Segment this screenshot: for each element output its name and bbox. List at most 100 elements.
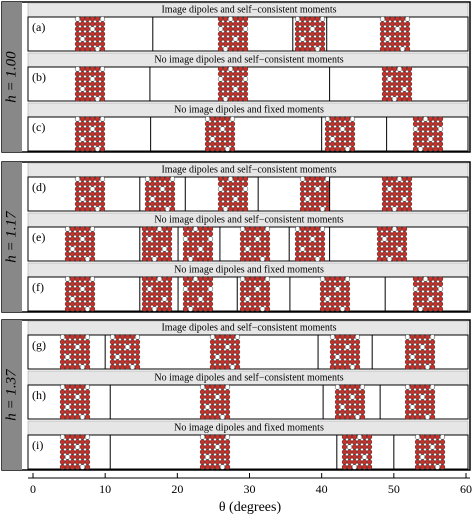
panel-header-text: No image dipoles and fixed moments (174, 264, 324, 275)
particle (239, 306, 246, 312)
particle (309, 226, 316, 232)
particle (264, 306, 271, 312)
particle (217, 46, 224, 52)
particle (344, 389, 351, 395)
particle (202, 291, 209, 297)
particle (424, 399, 431, 405)
particle (59, 409, 66, 415)
particle (412, 276, 419, 282)
particle (94, 16, 101, 22)
particle (414, 449, 421, 455)
particle (349, 364, 356, 370)
particle (412, 116, 419, 122)
particle (381, 251, 388, 257)
particle (234, 349, 241, 355)
particle (74, 444, 81, 450)
particle (391, 241, 398, 247)
particle (361, 439, 368, 445)
particle (224, 344, 231, 350)
particle (401, 251, 408, 257)
particle (74, 191, 81, 197)
cluster (74, 176, 106, 212)
particle (79, 464, 86, 470)
particle (437, 141, 444, 147)
particle (69, 389, 76, 395)
particle (89, 21, 96, 27)
particle (69, 454, 76, 460)
particle (414, 404, 421, 410)
particle (379, 46, 386, 52)
particle (376, 246, 383, 252)
particle (396, 86, 403, 92)
particle (294, 46, 301, 52)
particle (156, 241, 163, 247)
particle (169, 186, 176, 192)
particle (334, 364, 341, 370)
particle (424, 389, 431, 395)
particle (227, 96, 234, 102)
particle (319, 281, 326, 287)
particle (239, 281, 246, 287)
particle (361, 444, 368, 450)
particle (94, 121, 101, 127)
particle (64, 281, 71, 287)
particle (417, 136, 424, 142)
particle (109, 364, 116, 370)
particle (309, 236, 316, 242)
particle (209, 126, 216, 132)
particle (166, 276, 173, 282)
particle (74, 231, 81, 237)
particle (432, 276, 439, 282)
particle (309, 206, 316, 212)
particle (166, 251, 173, 257)
particle (74, 464, 81, 470)
particle (349, 126, 356, 132)
particle (149, 196, 156, 202)
particle (396, 236, 403, 242)
particle (414, 439, 421, 445)
particle (69, 236, 76, 242)
particle (199, 389, 206, 395)
particle (217, 76, 224, 82)
particle (99, 41, 106, 47)
particle (134, 344, 141, 350)
particle (224, 394, 231, 400)
particle (249, 231, 256, 237)
particle (69, 359, 76, 365)
particle (422, 126, 429, 132)
panel-header-text: Image dipoles and self−consistent moment… (161, 164, 336, 175)
particle (319, 226, 326, 232)
particle (84, 26, 91, 32)
particle (79, 399, 86, 405)
particle (339, 276, 346, 282)
particle (294, 246, 301, 252)
particle (192, 276, 199, 282)
cluster (294, 16, 326, 52)
particle (319, 186, 326, 192)
particle (99, 36, 106, 42)
particle (214, 364, 221, 370)
particle (79, 181, 86, 187)
particle (354, 394, 361, 400)
particle (344, 354, 351, 360)
particle (356, 434, 363, 440)
particle (334, 146, 341, 152)
particle (242, 16, 249, 22)
particle (204, 121, 211, 127)
particle (401, 76, 408, 82)
particle (229, 136, 236, 142)
particle (89, 206, 96, 212)
particle (324, 121, 331, 127)
particle (324, 286, 331, 292)
particle (344, 384, 351, 390)
particle (69, 404, 76, 410)
particle (214, 444, 221, 450)
particle (229, 121, 236, 127)
particle (59, 334, 66, 340)
particle (437, 136, 444, 142)
particle (341, 464, 348, 470)
particle (227, 16, 234, 22)
particle (129, 354, 136, 360)
particle (232, 46, 239, 52)
